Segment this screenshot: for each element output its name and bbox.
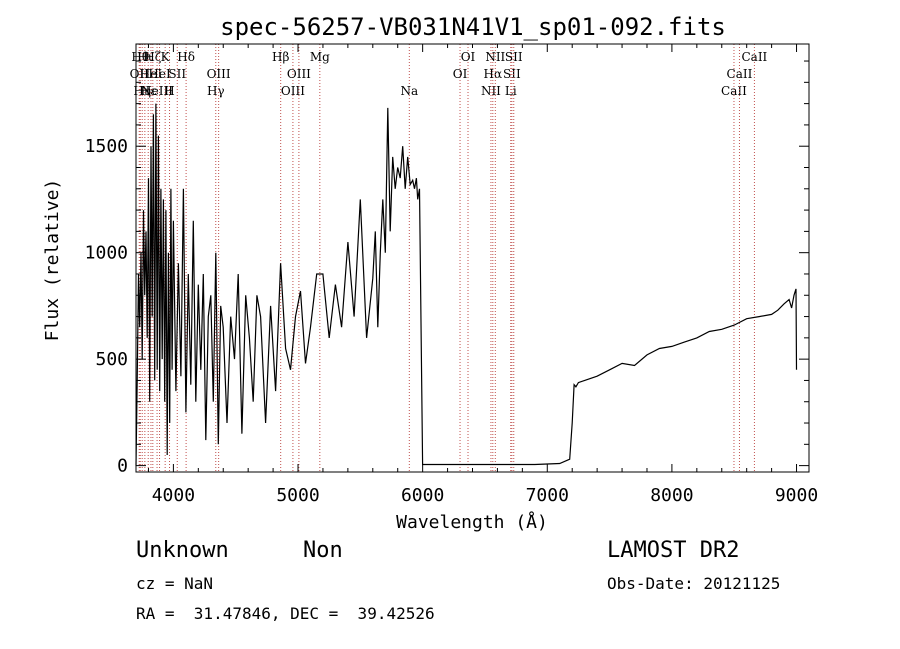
line-marker-label: Hγ: [207, 84, 225, 98]
line-marker-label: K: [161, 50, 171, 64]
survey-name: LAMOST DR2: [607, 538, 740, 563]
x-tick-label: 7000: [526, 485, 569, 506]
spectrum-line: [135, 103, 798, 466]
line-marker-label: Hη: [133, 84, 151, 98]
line-marker-label: Na: [400, 84, 418, 98]
line-marker-label: Hδ: [177, 50, 195, 64]
line-marker-label: Li: [505, 84, 517, 98]
y-tick-label: 500: [95, 349, 128, 370]
y-tick-label: 0: [117, 456, 128, 477]
line-marker-label: Mg: [310, 50, 330, 64]
chart-title: spec-56257-VB031N41V1_sp01-092.fits: [220, 13, 726, 41]
x-tick-label: 5000: [276, 485, 319, 506]
y-tick-label: 1500: [85, 136, 128, 157]
y-tick-label: 1000: [85, 243, 128, 264]
redshift-cz: cz = NaN: [136, 574, 214, 593]
line-marker-label: Hα: [484, 67, 503, 81]
line-marker-label: SII: [503, 67, 521, 81]
line-marker-label: Hι: [137, 50, 152, 64]
x-tick-label: 4000: [152, 485, 195, 506]
line-marker-label: Hε: [140, 84, 157, 98]
object-subclass: Non: [303, 538, 343, 563]
object-class: Unknown: [136, 538, 229, 563]
line-marker-label: SII: [168, 67, 186, 81]
y-axis: 0 500 1000 1500: [85, 60, 809, 477]
x-tick-label: 6000: [401, 485, 444, 506]
line-marker-label: OI: [461, 50, 476, 64]
line-marker-label: OI: [453, 67, 468, 81]
line-marker-label: CaII: [727, 67, 753, 81]
x-tick-label: 8000: [650, 485, 693, 506]
line-marker-label: H: [164, 84, 174, 98]
plot-frame: [135, 43, 810, 473]
x-axis: 4000 5000 6000 7000 8000 9000: [147, 44, 818, 506]
line-marker-label: OII: [130, 67, 150, 81]
line-marker-label: CaII: [741, 50, 767, 64]
line-marker-label: OIII: [287, 67, 311, 81]
line-marker-label: OIII: [281, 84, 305, 98]
ra-dec: RA = 31.47846, DEC = 39.42526: [136, 604, 435, 623]
line-marker-label: OIII: [207, 67, 231, 81]
x-axis-label: Wavelength (Å): [396, 511, 548, 533]
emission-line-markers: OIIHθHηHιHεHeIHζNeIIIHeIKHSIIHδHγOIIIHβO…: [130, 44, 768, 472]
line-marker-label: NII: [485, 50, 505, 64]
line-marker-label: Hβ: [272, 50, 289, 64]
spectrum-series: [135, 103, 798, 466]
line-marker-label: NeIII: [141, 84, 173, 98]
line-marker-label: CaII: [721, 84, 747, 98]
line-marker-label: NII: [481, 84, 501, 98]
line-marker-label: SII: [505, 50, 523, 64]
x-tick-label: 9000: [775, 485, 818, 506]
y-axis-label: Flux (relative): [42, 179, 63, 342]
observation-date: Obs-Date: 20121125: [607, 574, 781, 593]
